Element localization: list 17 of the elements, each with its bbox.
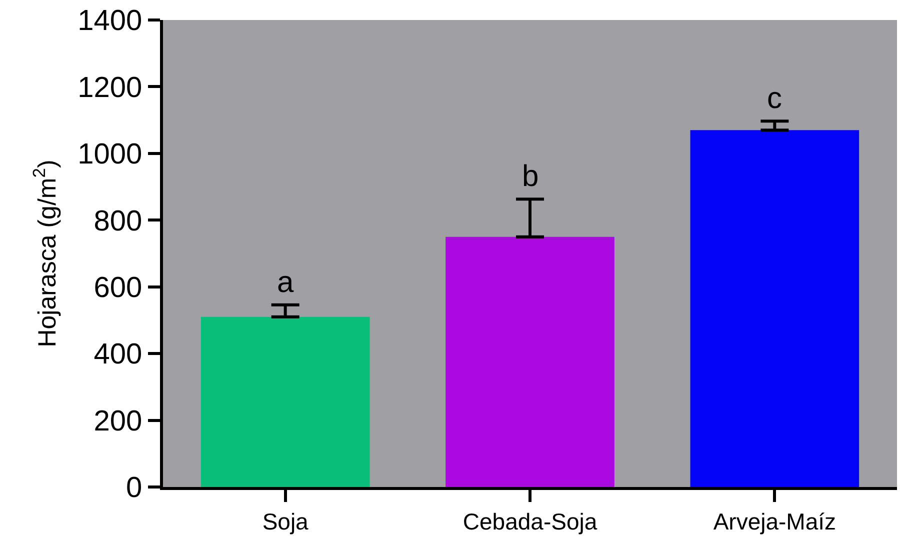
bar	[446, 236, 614, 487]
x-tick-label: Cebada-Soja	[462, 508, 598, 535]
bar	[690, 130, 860, 487]
y-tick-label: 1000	[78, 138, 142, 171]
y-tick-label: 400	[94, 338, 142, 371]
y-tick-label: 1200	[78, 72, 142, 104]
y-tick-label: 800	[94, 205, 142, 238]
y-tick-label: 200	[94, 405, 142, 438]
y-tick-label: 600	[94, 272, 142, 304]
x-tick-label: Arveja-Maíz	[713, 508, 836, 535]
annotation: a	[277, 266, 294, 299]
y-tick-label: 0	[126, 472, 142, 504]
bar	[200, 316, 370, 487]
y-tick-label: 1400	[78, 5, 142, 38]
annotation: c	[767, 82, 782, 115]
x-tick-label: Soja	[262, 508, 309, 535]
annotation: b	[522, 160, 539, 193]
